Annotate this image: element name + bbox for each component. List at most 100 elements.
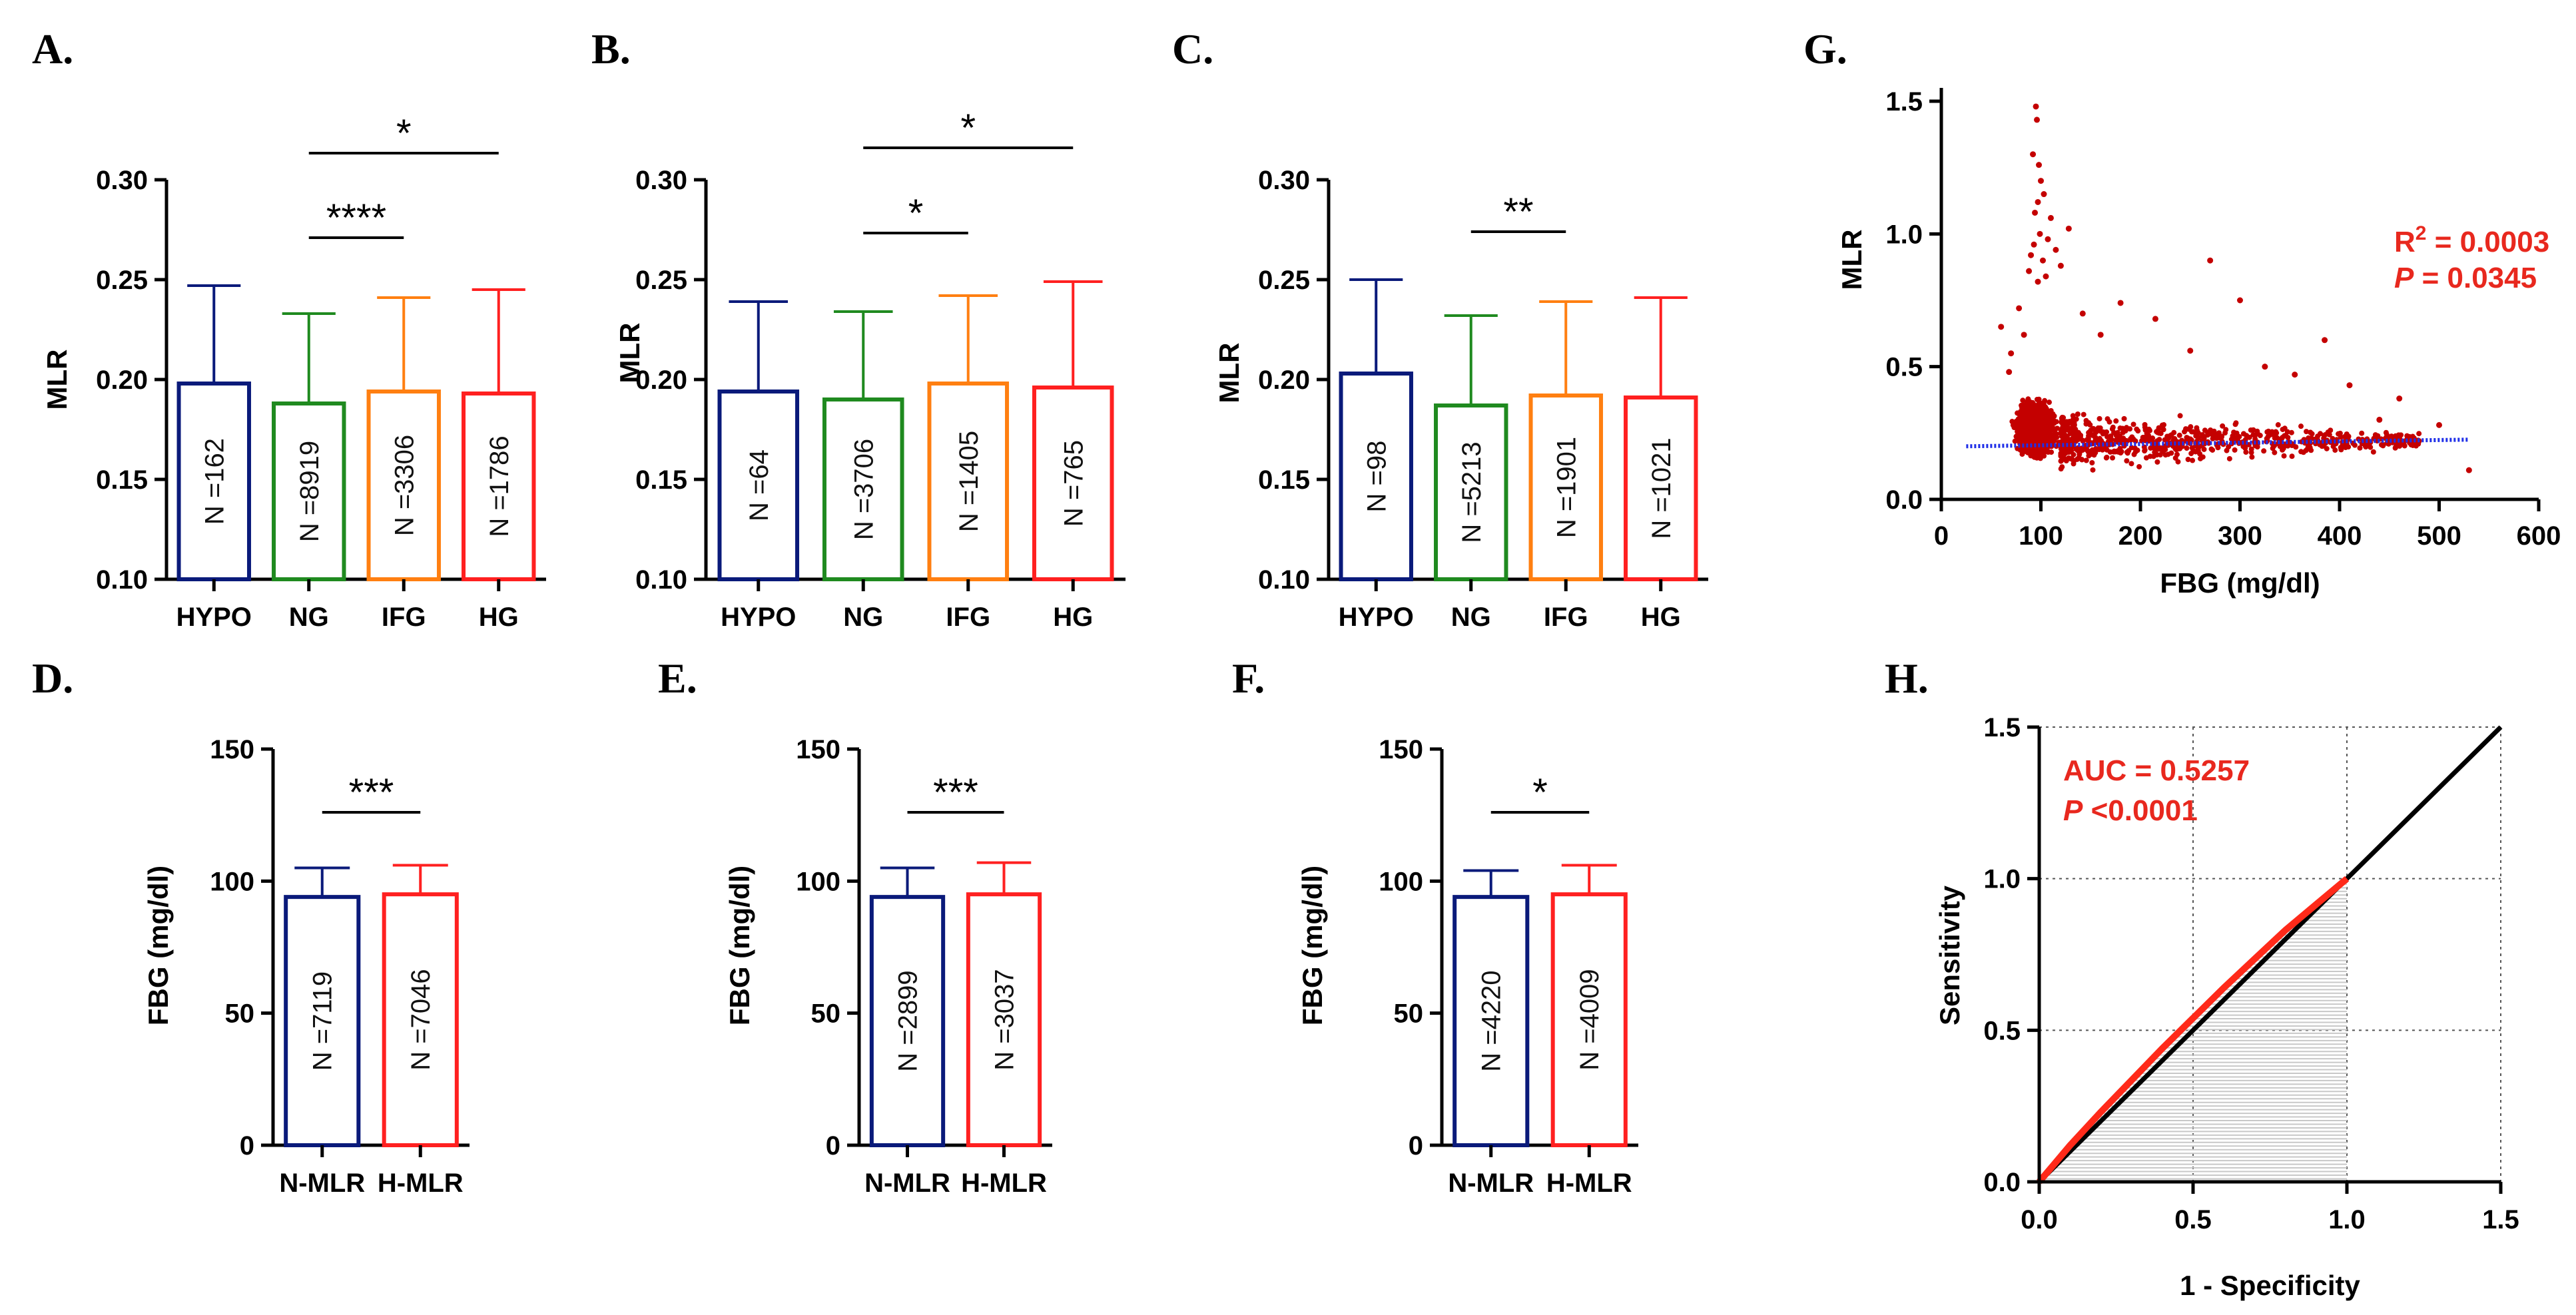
auc-annotation: AUC = 0.5257 — [2063, 754, 2250, 787]
y-tick-label: 0.10 — [635, 565, 687, 595]
scatter-point — [2046, 449, 2052, 455]
scatter-point — [2275, 422, 2281, 428]
x-tick-label: NG — [1451, 603, 1491, 632]
scatter-point — [2031, 241, 2037, 248]
scatter-point — [2207, 257, 2214, 264]
scatter-point — [2370, 449, 2376, 455]
reference-line — [2037, 725, 2503, 1184]
scatter-point — [2134, 447, 2140, 453]
scatter-point — [2031, 433, 2037, 439]
bar-hypo — [1339, 372, 1413, 581]
scatter-point — [2016, 305, 2023, 312]
bar-chart-a: 0.10 0.15 0.20 0.25 0.30 MLR N =162 HYPO N =8919… — [41, 112, 546, 632]
panel-label-e: E. — [658, 655, 697, 702]
n-label: N =1405 — [954, 431, 984, 532]
significance-label: **** — [326, 196, 386, 240]
scatter-point — [2357, 445, 2363, 451]
scatter-point — [2208, 446, 2214, 452]
scatter-point — [2185, 456, 2191, 462]
scatter-point — [2047, 416, 2053, 422]
y-tick-label: 1.5 — [1885, 87, 1923, 117]
scatter-point — [2416, 431, 2422, 437]
scatter-point — [2201, 446, 2207, 452]
panel-label-g: G. — [1803, 25, 1847, 73]
scatter-point — [2006, 369, 2013, 376]
y-axis-label: MLR — [1213, 343, 1245, 403]
scatter-point — [2144, 430, 2150, 436]
scatter-point — [2033, 405, 2039, 411]
scatter-point — [2285, 435, 2291, 441]
scatter-point — [2071, 422, 2077, 428]
scatter-point — [2172, 455, 2178, 461]
scatter-point — [2226, 455, 2232, 461]
scatter-point — [2034, 117, 2041, 123]
scatter-point — [2073, 446, 2079, 452]
scatter-point — [2184, 445, 2190, 451]
scatter-point — [2124, 450, 2130, 456]
scatter-point — [2190, 429, 2196, 435]
bar-hypo — [717, 390, 800, 581]
scatter-point — [2402, 443, 2408, 449]
scatter-point — [2080, 447, 2086, 453]
scatter-point — [2300, 449, 2306, 455]
scatter-point — [2272, 449, 2278, 455]
significance-label: *** — [349, 771, 394, 814]
scatter-point — [2033, 426, 2039, 432]
scatter-point — [2143, 455, 2149, 461]
scatter-point — [2160, 427, 2166, 433]
scatter-point — [2060, 435, 2066, 441]
scatter-point — [2021, 332, 2027, 338]
n-label: N =765 — [1059, 440, 1088, 527]
significance-label: * — [1532, 771, 1548, 814]
scatter-point — [2087, 421, 2093, 427]
scatter-point — [2359, 430, 2365, 436]
y-tick-label: 0.30 — [635, 166, 687, 195]
scatter-point — [2079, 457, 2085, 463]
scatter-point — [2194, 427, 2200, 433]
n-label: N =3706 — [849, 439, 878, 540]
scatter-point — [2047, 399, 2053, 405]
scatter-point — [2298, 423, 2304, 429]
scatter-point — [2075, 411, 2081, 417]
scatter-point — [2188, 424, 2194, 430]
scatter-point — [2033, 103, 2039, 110]
y-tick-label: 0.0 — [1983, 1168, 2021, 1197]
scatter-point — [2274, 435, 2280, 441]
y-tick-label: 0.0 — [1885, 485, 1923, 515]
bar-chart-e: 0 50 100 150 FBG (mg/dl) N =2899 N-MLR N =3037 H… — [724, 735, 1052, 1198]
scatter-point — [2150, 453, 2156, 459]
y-tick-label: 0.20 — [1258, 366, 1310, 395]
scatter-point — [2128, 461, 2134, 467]
significance-label: ** — [1503, 190, 1533, 234]
x-tick-label: IFG — [382, 603, 426, 632]
x-tick-label: 0.0 — [2021, 1205, 2058, 1234]
x-tick-label: H-MLR — [961, 1169, 1047, 1198]
y-tick-label: 1.5 — [1983, 713, 2021, 742]
y-axis-label: FBG (mg/dl) — [1297, 866, 1328, 1025]
x-tick-label: 600 — [2517, 521, 2561, 551]
scatter-point — [2124, 458, 2130, 464]
scatter-point — [2067, 431, 2073, 437]
scatter-point — [2065, 225, 2072, 232]
scatter-point — [2028, 252, 2035, 258]
scatter-point — [2465, 467, 2472, 473]
scatter-point — [2037, 230, 2043, 237]
scatter-point — [2077, 434, 2083, 440]
x-tick-label: 300 — [2218, 521, 2262, 551]
scatter-point — [2214, 435, 2220, 441]
x-tick-label: HG — [1641, 603, 1681, 632]
n-label: N =4220 — [1477, 970, 1506, 1071]
scatter-point — [2025, 433, 2031, 439]
scatter-point — [2289, 453, 2295, 459]
scatter-point — [2168, 450, 2174, 456]
scatter-point — [2243, 449, 2249, 455]
scatter-point — [2248, 427, 2254, 433]
scatter-point — [2376, 416, 2383, 423]
scatter-point — [2104, 454, 2110, 460]
scatter-point — [2032, 209, 2039, 216]
n-label: N =162 — [200, 438, 229, 525]
n-label: N =3037 — [990, 969, 1020, 1070]
y-axis-label: FBG (mg/dl) — [724, 866, 755, 1025]
n-label: N =3306 — [390, 435, 419, 536]
scatter-point — [2272, 430, 2278, 436]
